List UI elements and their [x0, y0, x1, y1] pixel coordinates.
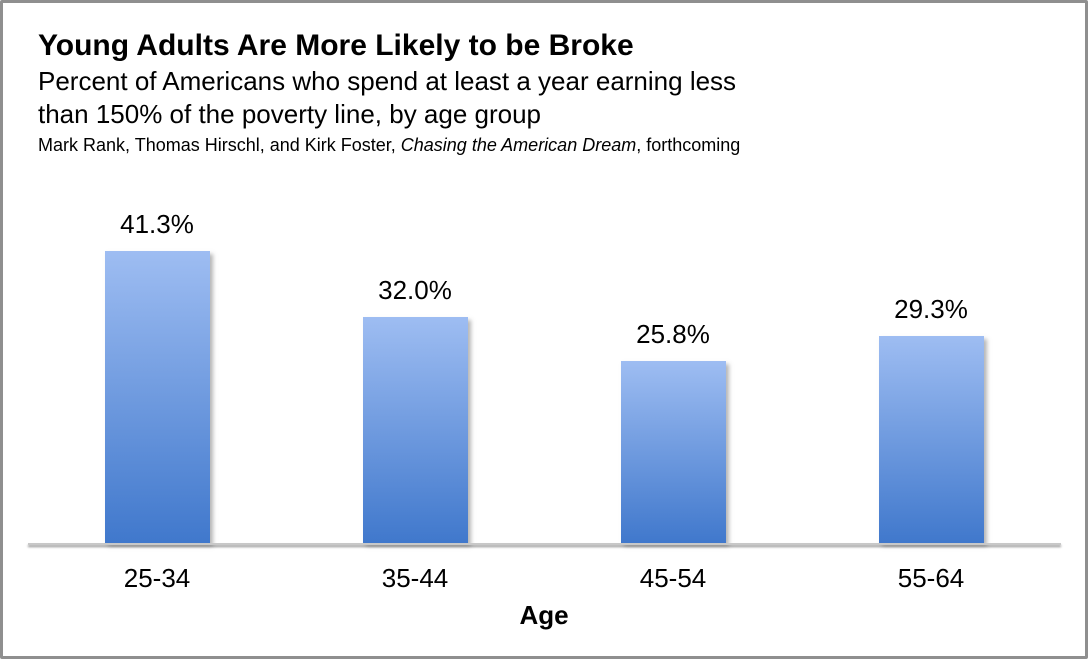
chart-source-prefix: Mark Rank, Thomas Hirschl, and Kirk Fost…	[38, 135, 401, 155]
bar	[104, 251, 210, 543]
chart-source: Mark Rank, Thomas Hirschl, and Kirk Fost…	[38, 133, 740, 157]
x-axis-title: Age	[519, 600, 569, 630]
chart-source-book-title: Chasing the American Dream	[400, 135, 637, 155]
bar-value-label: 25.8%	[636, 319, 710, 349]
chart-header: Young Adults Are More Likely to be Broke…	[38, 27, 740, 157]
chart-title: Young Adults Are More Likely to be Broke	[38, 29, 634, 62]
x-tick-label: 25-34	[123, 563, 191, 593]
bar	[620, 361, 726, 543]
chart-subtitle-line-2: than 150% of the poverty line, by age gr…	[38, 99, 542, 129]
x-tick-label: 45-54	[639, 563, 707, 593]
x-tick-label: 35-44	[381, 563, 449, 593]
bar-value-label: 32.0%	[378, 275, 452, 305]
bar	[878, 336, 984, 543]
bar	[362, 317, 468, 543]
plot-area: 41.3% 32.0% 25.8% 29.3% Age 25-34 35-44 45-54…	[3, 3, 1085, 656]
bar-value-label: 29.3%	[894, 294, 968, 324]
chart-subtitle-line-1: Percent of Americans who spend at least …	[38, 66, 737, 96]
x-axis-line	[28, 543, 1061, 545]
bar-value-label: 41.3%	[120, 209, 194, 239]
x-tick-label: 55-64	[897, 563, 965, 593]
chart-source-suffix: , forthcoming	[636, 135, 741, 155]
